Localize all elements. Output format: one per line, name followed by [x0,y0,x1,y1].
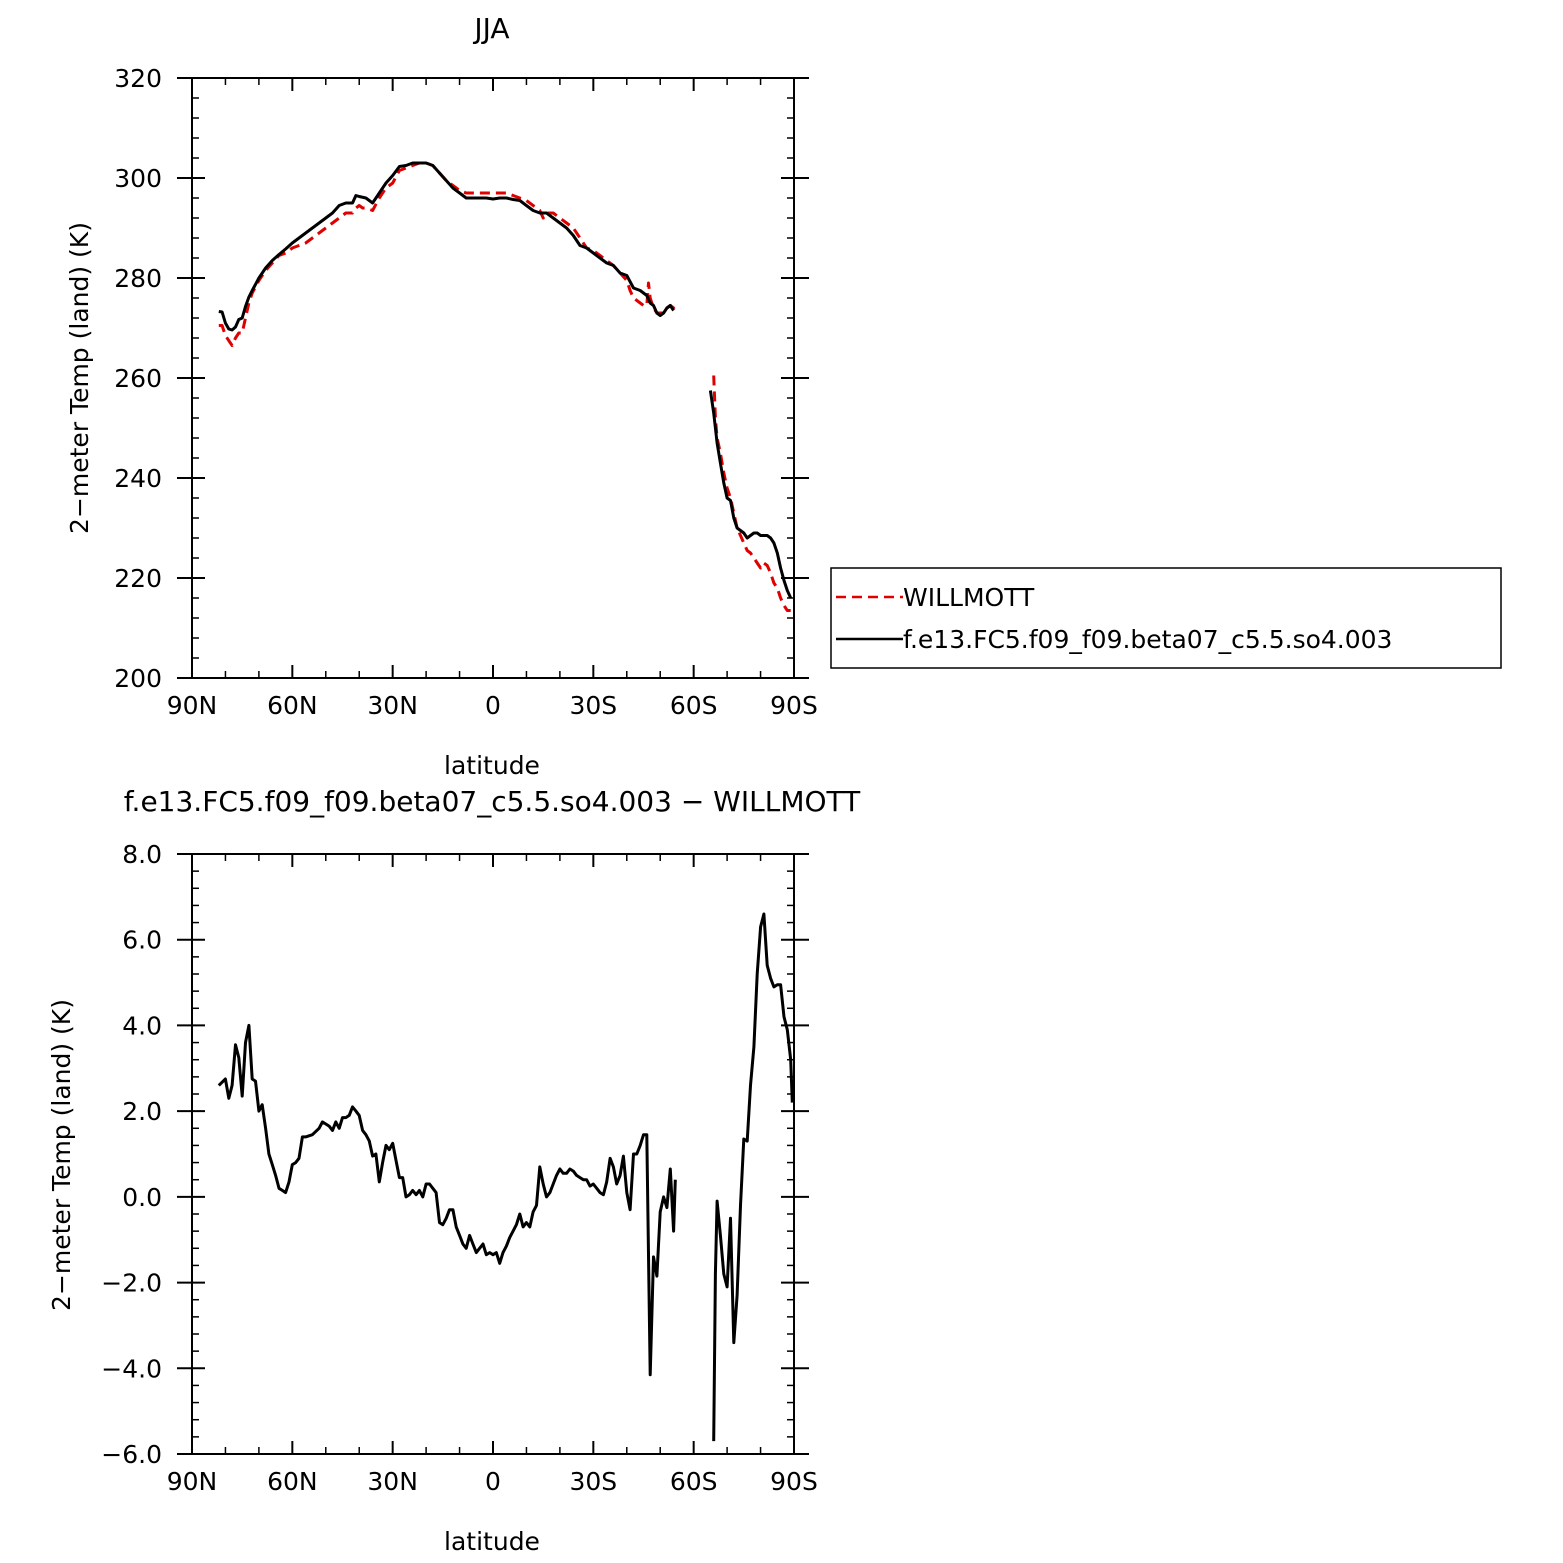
bottom-x-axis-label: latitude [444,1527,540,1556]
y-tick-label: 300 [114,164,162,193]
bottom-panel: f.e13.FC5.f09_f09.beta07_c5.5.so4.003 − … [47,785,861,1556]
top-x-axis-label: latitude [444,751,540,780]
x-tick-label: 90S [770,691,818,720]
series-model-line-segment-0 [217,1023,677,1377]
x-tick-label: 60N [267,691,318,720]
bottom-data-lines [217,912,794,1442]
x-tick-label: 30N [367,1467,418,1496]
y-tick-label: −6.0 [101,1440,162,1469]
y-tick-label: 8.0 [122,840,162,869]
series-model-line-segment-1 [712,912,794,1442]
y-tick-label: 6.0 [122,926,162,955]
series-model-line-segment-0 [218,161,675,332]
y-tick-label: 280 [114,264,162,293]
bottom-plot-frame [191,853,795,1455]
x-tick-label: 90N [167,1467,218,1496]
x-tick-label: 60S [670,1467,718,1496]
y-tick-label: −4.0 [101,1354,162,1383]
y-tick-label: 0.0 [122,1183,162,1212]
bottom-y-axis-label: 2−meter Temp (land) (K) [47,999,76,1311]
legend-label-model: f.e13.FC5.f09_f09.beta07_c5.5.so4.003 [903,625,1392,654]
series-willmott-line-segment-1 [712,375,791,612]
top-chart-title: JJA [472,12,509,45]
y-tick-label: 4.0 [122,1011,162,1040]
y-tick-label: −2.0 [101,1269,162,1298]
x-tick-label: 60N [267,1467,318,1496]
bottom-chart-title: f.e13.FC5.f09_f09.beta07_c5.5.so4.003 − … [124,785,861,818]
top-axis-ticks: 90N 60N 30N 0 30S 60S 90S 200 220 240 260 280 300 320 [114,64,818,720]
x-tick-label: 90N [167,691,218,720]
y-tick-label: 260 [114,364,162,393]
y-tick-label: 220 [114,564,162,593]
x-tick-label: 60S [670,691,718,720]
series-model-line-segment-1 [708,390,793,599]
bottom-axis-ticks: 90N 60N 30N 0 30S 60S 90S −6.0 −4.0 −2.0 0.0 2.0 4.0… [101,840,818,1496]
legend: WILLMOTT f.e13.FC5.f09_f09.beta07_c5.5.s… [830,567,1502,669]
y-tick-label: 200 [114,664,162,693]
y-tick-label: 240 [114,464,162,493]
x-tick-label: 30N [367,691,418,720]
y-tick-label: 2.0 [122,1097,162,1126]
legend-box [830,567,1502,669]
x-tick-label: 90S [770,1467,818,1496]
top-panel: JJA latitude 2−meter Temp (land) (K) 90N… [65,12,818,780]
x-tick-label: 30S [569,691,617,720]
top-y-axis-label: 2−meter Temp (land) (K) [65,222,94,534]
y-tick-label: 320 [114,64,162,93]
x-tick-label: 0 [485,691,501,720]
x-tick-label: 0 [485,1467,501,1496]
series-willmott-line-segment-0 [218,161,677,347]
top-data-lines [218,161,793,612]
legend-label-willmott: WILLMOTT [903,583,1035,612]
x-tick-label: 30S [569,1467,617,1496]
top-plot-frame [191,77,795,679]
